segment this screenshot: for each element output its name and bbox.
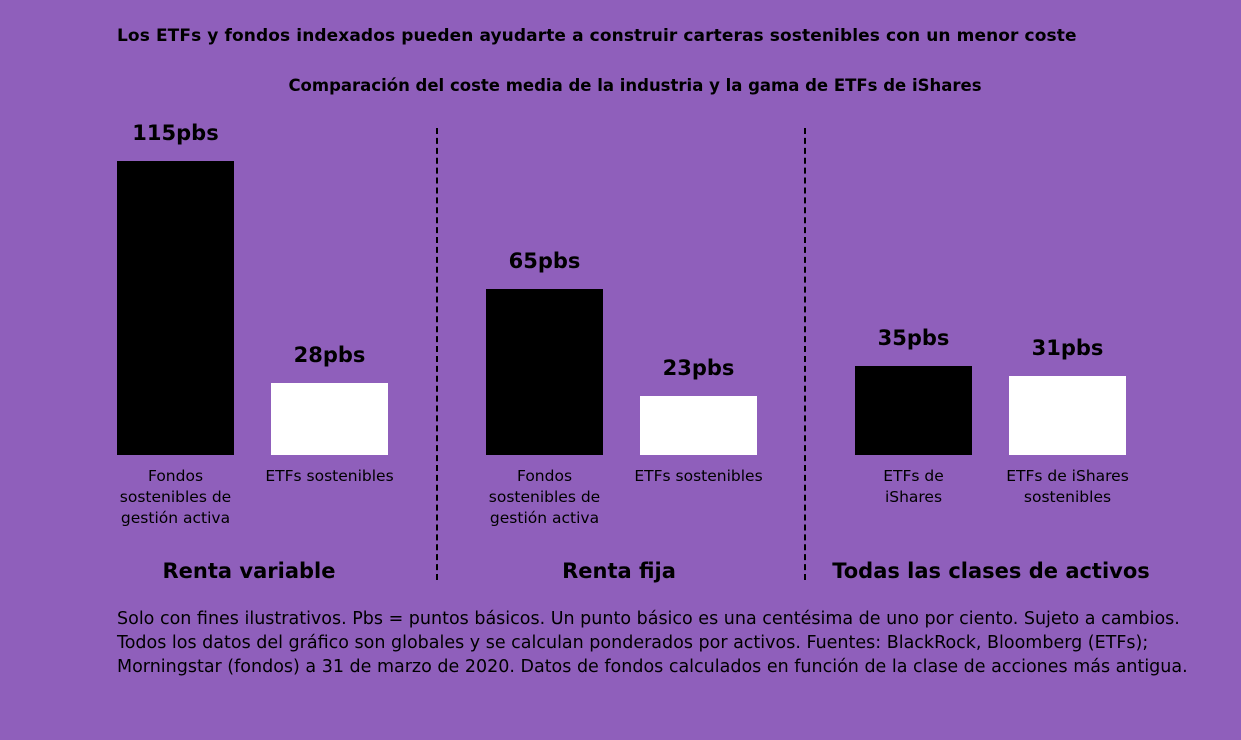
bar-value-label: 31pbs	[1031, 336, 1104, 360]
chart-headline: Los ETFs y fondos indexados pueden ayuda…	[117, 26, 1077, 46]
category-label: ETFs sostenibles	[265, 467, 394, 485]
bar	[271, 383, 388, 455]
bar-value-label: 28pbs	[293, 343, 366, 367]
category-label: ETFs de iShares	[883, 467, 944, 506]
category-label: ETFs sostenibles	[634, 467, 763, 485]
category-label: Fondos sostenibles de gestión activa	[488, 467, 601, 527]
bar	[855, 366, 972, 455]
bar	[486, 289, 603, 455]
bar-value-label: 115pbs	[132, 121, 219, 145]
bar-value-label: 35pbs	[877, 326, 950, 350]
footnote: Solo con fines ilustrativos. Pbs = punto…	[117, 609, 1188, 677]
group-divider	[804, 128, 806, 580]
bar-value-label: 65pbs	[508, 249, 581, 273]
bar	[117, 161, 234, 455]
category-label: ETFs de iShares sostenibles	[1006, 467, 1129, 506]
group-label: Renta variable	[162, 559, 336, 583]
group-label: Todas las clases de activos	[832, 559, 1150, 583]
chart-subtitle: Comparación del coste media de la indust…	[288, 76, 982, 95]
group-label: Renta fija	[562, 559, 676, 583]
category-label: Fondos sostenibles de gestión activa	[119, 467, 232, 527]
group-divider	[436, 128, 438, 580]
bar	[640, 396, 757, 455]
bar-value-label: 23pbs	[662, 356, 735, 380]
bar	[1009, 376, 1126, 455]
